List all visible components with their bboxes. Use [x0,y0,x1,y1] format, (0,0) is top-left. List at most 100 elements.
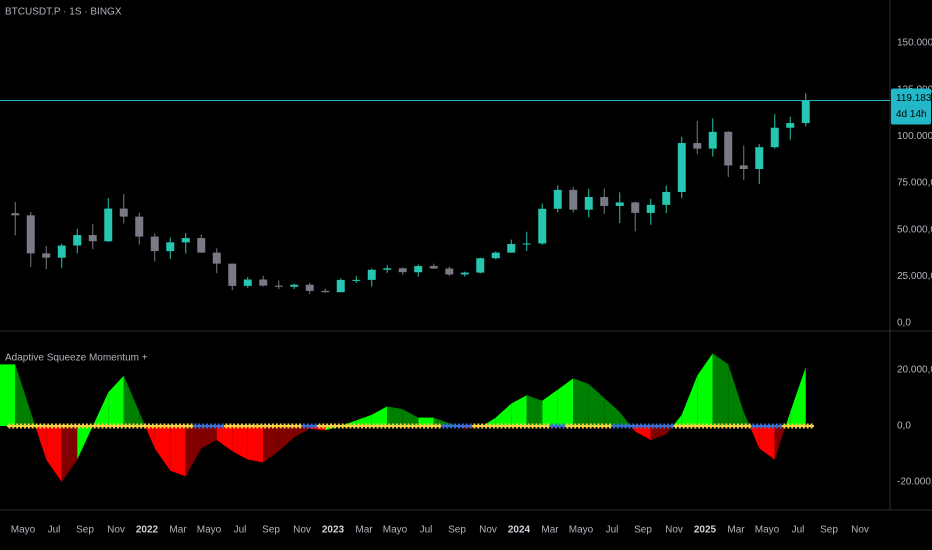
candle-body [212,252,221,264]
x-tick-label: Mayo [569,525,594,536]
x-tick-label: Nov [293,525,311,536]
momentum-area [759,426,775,460]
candle-body [724,131,733,166]
x-tick-label: Mayo [11,525,36,536]
candle-body [259,279,268,286]
momentum-area [108,375,124,426]
momentum-area [588,384,605,426]
momentum-area [712,353,729,426]
candle-body [321,290,330,293]
momentum-area [433,417,450,426]
momentum-area [356,414,372,426]
momentum-area [728,364,744,426]
candle-body [181,238,190,243]
x-tick-label: 2022 [136,525,159,536]
countdown-label: 4d 14h [896,109,927,120]
candle-body [150,236,159,252]
candle-body [26,215,35,254]
momentum-area [170,426,186,477]
candle-body [11,213,20,216]
candle-body [708,131,717,149]
y-tick-label: 0,0 [897,421,911,432]
candle-body [104,208,113,242]
x-tick-label: Sep [448,525,466,536]
momentum-area [201,426,217,449]
momentum-area [46,426,62,482]
momentum-area [650,426,667,440]
x-tick-label: Mayo [197,525,222,536]
momentum-area [185,426,202,477]
candle-body [305,284,314,291]
momentum-area [216,426,233,452]
x-tick-label: Mayo [755,525,780,536]
candle-body [600,197,609,206]
candle-body [460,272,469,275]
momentum-area [672,414,682,426]
x-tick-label: Nov [665,525,683,536]
candle-body [615,202,624,206]
candle-body [631,202,640,213]
momentum-area [145,426,155,449]
momentum-area [325,426,341,431]
x-tick-label: Nov [479,525,497,536]
momentum-area [340,420,357,426]
momentum-area [418,417,434,426]
candle-body [677,143,686,192]
momentum-area [785,412,791,426]
momentum-area [542,389,558,426]
candle-body [73,235,82,246]
candle-body [290,284,299,287]
candle-body [88,235,97,242]
candle-body [119,208,128,217]
x-tick-label: Sep [820,525,838,536]
momentum-area [495,403,512,426]
price-label-box [891,88,931,125]
x-tick-label: Nov [107,525,125,536]
x-tick-label: Jul [606,525,619,536]
candle-body [414,266,423,273]
candle-body [367,269,376,280]
momentum-area [371,406,388,426]
candle-body [197,238,206,253]
x-tick-label: Jul [420,525,433,536]
x-tick-label: Sep [634,525,652,536]
candle-body [429,266,438,269]
symbol-title: BTCUSDT.P · 1S · BINGX [5,7,122,18]
candle-body [786,123,795,128]
x-tick-label: Mar [355,525,373,536]
candle-body [662,191,671,205]
candle-body [538,208,547,244]
candle-body [522,243,531,245]
momentum-area [35,426,47,460]
candle-body [553,189,562,209]
momentum-area [402,409,419,426]
candle-body [770,127,779,148]
y-tick-label: 150.000,0 [897,38,932,49]
x-tick-label: Jul [48,525,61,536]
candle-body [646,204,655,213]
momentum-area [92,392,109,426]
candle-body [57,245,66,258]
candle-body [739,165,748,169]
candle-body [166,242,175,252]
y-tick-label: 25.000,0 [897,271,932,282]
candle-body [507,244,516,253]
momentum-area [511,395,527,426]
momentum-area [123,375,140,426]
momentum-area [749,426,760,449]
momentum-area [557,378,574,426]
momentum-area [635,426,651,440]
candle-body [383,268,392,270]
indicator-title: Adaptive Squeeze Momentum + [5,353,148,364]
momentum-area [387,406,403,426]
y-tick-label: 100.000,0 [897,131,932,142]
x-tick-label: Nov [851,525,869,536]
x-tick-label: Mayo [383,525,408,536]
x-tick-label: Jul [792,525,805,536]
momentum-area [294,426,310,438]
momentum-area [482,417,496,426]
y-tick-label: 20.000,0 [897,365,932,376]
candle-body [476,258,485,273]
candle-body [801,100,810,124]
x-tick-label: Mar [169,525,187,536]
